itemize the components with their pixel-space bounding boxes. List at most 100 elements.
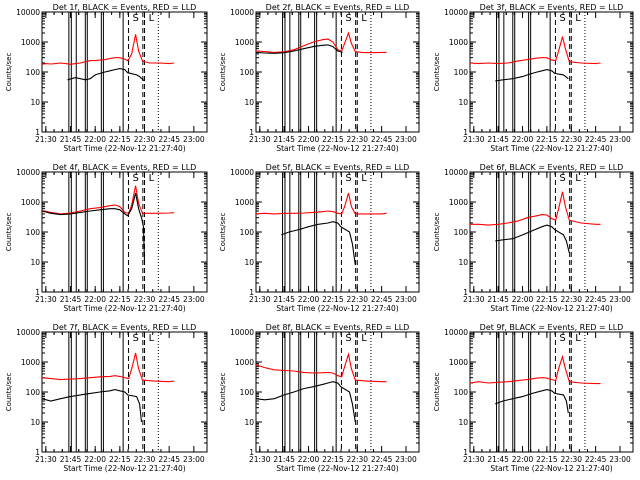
series-lld-line: [41, 185, 175, 215]
x-tick-label: 22:00: [512, 135, 534, 144]
y-tick-label: 100: [454, 228, 469, 237]
y-tick-label: 10000: [230, 168, 254, 177]
event-letter-l: L: [361, 13, 367, 24]
y-tick-label: 1: [463, 288, 468, 297]
series-events-line: [281, 221, 356, 265]
x-tick-label: 21:30: [35, 455, 57, 464]
event-letter-s: S: [559, 333, 565, 344]
y-tick-label: 10000: [230, 328, 254, 337]
series-lld-line: [469, 36, 601, 65]
panel-det-6: 1 10 100 1000 10000 21:30 21:45 22:00 22:15 22:30…: [433, 163, 634, 313]
x-axis-label: Start Time (22-Nov-12 21:27:40): [276, 304, 398, 313]
x-tick-label: 23:00: [395, 455, 417, 464]
x-tick-label: 21:45: [273, 295, 295, 304]
x-tick-label: 21:30: [249, 295, 271, 304]
event-letter-l: L: [149, 13, 155, 24]
y-tick-label: 1000: [21, 358, 40, 367]
panel-det-1: 1 10 100 1000 10000 21:30 21:45 22:00 22:15 22:30…: [5, 3, 208, 153]
y-axis-label: Counts/sec: [219, 213, 227, 252]
event-letter-l: L: [575, 173, 581, 184]
series-lld-line: [41, 352, 175, 383]
y-tick-label: 10: [244, 258, 254, 267]
y-tick-label: 10000: [230, 8, 254, 17]
y-tick-label: 1000: [449, 38, 468, 47]
y-axis-label: Counts/sec: [5, 213, 13, 252]
x-tick-label: 22:30: [346, 295, 368, 304]
x-tick-label: 22:30: [134, 455, 156, 464]
y-tick-label: 100: [26, 228, 41, 237]
x-axis-label: Start Time (22-Nov-12 21:27:40): [276, 464, 398, 473]
y-axis-label: Counts/sec: [5, 373, 13, 412]
x-tick-label: 22:15: [536, 295, 558, 304]
y-tick-label: 1000: [235, 198, 254, 207]
x-tick-label: 22:15: [322, 135, 344, 144]
y-tick-label: 10000: [444, 168, 468, 177]
x-tick-label: 21:45: [273, 455, 295, 464]
x-tick-label: 23:00: [183, 135, 205, 144]
x-tick-label: 22:45: [585, 135, 607, 144]
x-tick-label: 22:15: [322, 455, 344, 464]
series-events-line: [255, 381, 356, 423]
y-tick-label: 100: [26, 68, 41, 77]
y-tick-label: 100: [26, 388, 41, 397]
x-tick-label: 22:00: [298, 295, 320, 304]
x-tick-label: 22:00: [512, 295, 534, 304]
x-tick-label: 22:15: [109, 455, 131, 464]
x-tick-label: 22:30: [134, 135, 156, 144]
y-tick-label: 1: [35, 128, 40, 137]
y-tick-label: 100: [454, 68, 469, 77]
y-tick-label: 1000: [449, 358, 468, 367]
panel-det-2: 1 10 100 1000 10000 21:30 21:45 22:00 22:15 22:30…: [219, 3, 420, 153]
x-tick-label: 22:15: [536, 135, 558, 144]
x-tick-label: 22:45: [158, 295, 180, 304]
event-letter-s: S: [345, 13, 351, 24]
series-lld-line: [255, 352, 387, 383]
series-events-line: [495, 389, 569, 414]
x-tick-label: 22:15: [109, 295, 131, 304]
x-tick-label: 21:30: [463, 135, 485, 144]
x-tick-label: 22:45: [371, 135, 393, 144]
series-events-line: [495, 69, 569, 82]
y-tick-label: 10000: [444, 328, 468, 337]
plot-frame: [469, 11, 634, 133]
series-events-line: [41, 389, 143, 423]
series-events-line: [495, 224, 570, 254]
plot-frame: [469, 171, 634, 293]
x-tick-label: 21:30: [463, 295, 485, 304]
panel-det-4: 1 10 100 1000 10000 21:30 21:45 22:00 22:15 22:30…: [5, 163, 208, 313]
panel-title: Det 6f, BLACK = Events, RED = LLD: [480, 163, 624, 172]
event-letter-s: S: [132, 13, 138, 24]
panel-det-9: 1 10 100 1000 10000 21:30 21:45 22:00 22:15 22:30…: [433, 323, 634, 473]
y-tick-label: 10: [458, 98, 468, 107]
x-tick-label: 22:00: [84, 135, 106, 144]
x-axis-label: Start Time (22-Nov-12 21:27:40): [63, 144, 185, 153]
x-tick-label: 21:45: [60, 135, 82, 144]
panel-title: Det 3f, BLACK = Events, RED = LLD: [480, 3, 624, 12]
x-tick-label: 22:00: [298, 135, 320, 144]
x-tick-label: 23:00: [609, 135, 631, 144]
y-tick-label: 10: [30, 418, 40, 427]
event-letter-l: L: [575, 333, 581, 344]
x-tick-label: 23:00: [183, 455, 205, 464]
x-tick-label: 21:30: [249, 135, 271, 144]
x-tick-label: 22:45: [585, 455, 607, 464]
y-tick-label: 10000: [16, 8, 40, 17]
series-events-line: [255, 44, 343, 54]
panel-title: Det 5f, BLACK = Events, RED = LLD: [266, 163, 410, 172]
y-tick-label: 1: [463, 128, 468, 137]
x-tick-label: 22:15: [536, 455, 558, 464]
y-tick-label: 1000: [449, 198, 468, 207]
x-tick-label: 22:30: [560, 295, 582, 304]
event-letter-s: S: [345, 173, 351, 184]
plot-frame: [469, 331, 634, 453]
y-tick-label: 10000: [16, 168, 40, 177]
x-tick-label: 22:45: [158, 455, 180, 464]
event-letter-l: L: [361, 173, 367, 184]
x-tick-label: 23:00: [609, 295, 631, 304]
event-letter-l: L: [149, 173, 155, 184]
x-tick-label: 21:45: [487, 455, 509, 464]
x-tick-label: 21:45: [60, 295, 82, 304]
y-tick-label: 1000: [235, 358, 254, 367]
x-axis-label: Start Time (22-Nov-12 21:27:40): [490, 304, 612, 313]
